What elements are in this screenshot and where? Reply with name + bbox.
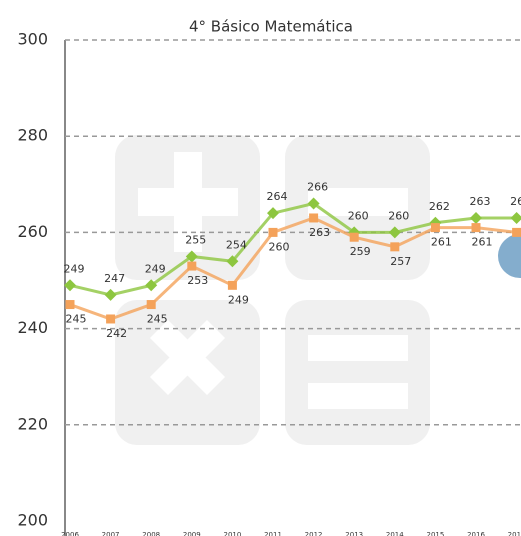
marker — [307, 197, 320, 210]
marker — [185, 250, 198, 263]
data-label: 266 — [307, 181, 328, 194]
data-label: 249 — [64, 262, 85, 275]
data-label: 261 — [431, 236, 452, 249]
data-label: 245 — [66, 313, 87, 326]
data-label: 263 — [510, 195, 521, 208]
series-line — [69, 216, 517, 321]
marker — [64, 279, 76, 292]
data-label: 263 — [470, 195, 491, 208]
x-tick-label: 2017 — [508, 531, 521, 536]
highlight-circle — [498, 234, 521, 278]
x-tick-label: 2008 — [142, 531, 160, 536]
x-tick-label: 2010 — [223, 531, 241, 536]
marker — [226, 255, 239, 268]
data-label: 260 — [269, 240, 290, 253]
marker — [104, 288, 117, 301]
marker — [430, 223, 440, 233]
data-label: 263 — [309, 226, 330, 239]
x-tick-label: 2014 — [386, 531, 404, 536]
marker — [187, 261, 197, 271]
y-tick-label: 280 — [17, 126, 48, 145]
marker — [388, 226, 401, 239]
y-tick-label: 220 — [17, 414, 48, 433]
background-icons — [115, 135, 430, 445]
y-tick-label: 260 — [17, 222, 48, 241]
marker — [349, 232, 359, 242]
marker — [470, 211, 482, 224]
data-label: 264 — [267, 190, 288, 203]
marker — [65, 300, 75, 310]
x-tick-label: 2009 — [183, 531, 201, 536]
x-tick-label: 2015 — [426, 531, 444, 536]
data-label: 242 — [106, 327, 127, 340]
marker — [512, 227, 521, 237]
marker — [145, 279, 158, 292]
marker — [106, 314, 116, 324]
y-tick-label: 200 — [17, 511, 48, 530]
data-label: 261 — [472, 236, 493, 249]
data-label: 249 — [228, 293, 249, 306]
data-label: 260 — [348, 209, 369, 222]
marker — [510, 211, 521, 224]
data-label: 257 — [390, 255, 411, 268]
data-label: 247 — [104, 272, 125, 285]
x-tick-label: 2012 — [305, 531, 323, 536]
marker — [227, 280, 237, 290]
marker — [146, 300, 156, 310]
data-label: 245 — [147, 313, 168, 326]
y-tick-label: 300 — [17, 30, 48, 49]
series-line — [69, 201, 517, 297]
x-tick-label: 2006 — [61, 531, 79, 536]
data-label: 249 — [145, 262, 166, 275]
data-label: 255 — [185, 233, 206, 246]
marker — [471, 223, 481, 233]
chart-title: 4° Básico Matemática — [189, 18, 353, 36]
data-label: 262 — [429, 200, 450, 213]
data-label: 260 — [388, 209, 409, 222]
x-tick-label: 2016 — [467, 531, 485, 536]
marker — [267, 207, 279, 220]
marker — [390, 242, 400, 252]
x-tick-label: 2011 — [264, 531, 282, 536]
marker — [309, 213, 319, 223]
data-label: 254 — [226, 238, 247, 251]
data-label: 253 — [187, 274, 208, 287]
data-label: 259 — [350, 245, 371, 258]
marker — [268, 227, 278, 237]
x-tick-label: 2013 — [345, 531, 363, 536]
y-tick-label: 240 — [17, 318, 48, 337]
x-tick-label: 2007 — [102, 531, 120, 536]
